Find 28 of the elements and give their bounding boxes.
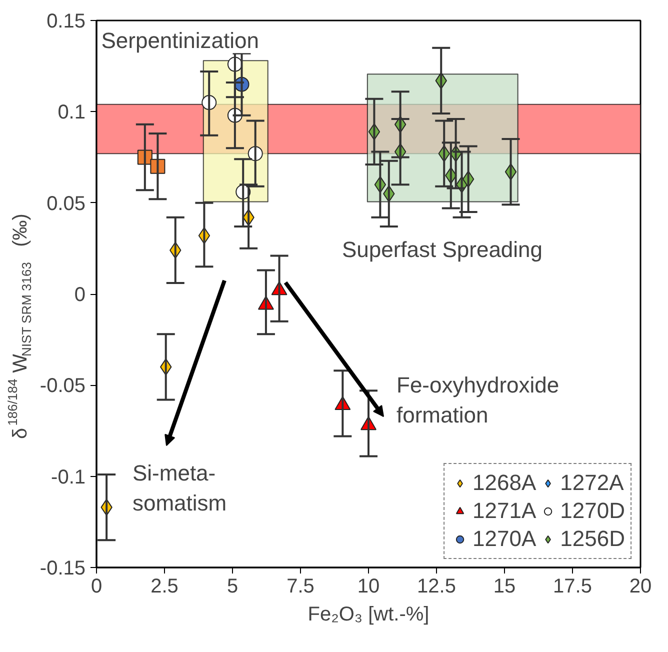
x-tick-label: 5 — [226, 576, 238, 598]
x-tick-label: 17.5 — [553, 576, 592, 598]
y-tick-label: -0.05 — [40, 375, 86, 398]
legend-label: 1271A — [472, 498, 536, 524]
legend-label: 1270D — [560, 498, 625, 524]
annotation: Superfast Spreading — [342, 237, 543, 262]
x-tick-label: 2.5 — [150, 576, 178, 598]
y-tick-label: 0.1 — [58, 102, 86, 124]
x-axis-title: Fe₂O₃ [wt.-%] — [308, 604, 430, 626]
x-tick-label: 7.5 — [286, 576, 314, 598]
y-axis-title: δ186/184WNIST SRM 3163 (‰) — [5, 214, 34, 439]
legend-label: 1270A — [472, 526, 536, 552]
x-tick-label: 20 — [629, 576, 652, 598]
x-tick-label: 15 — [493, 576, 516, 598]
y-tick-label: 0.05 — [46, 192, 86, 215]
y-tick-label: 0 — [74, 284, 86, 306]
y-tick-label: 0.15 — [46, 10, 86, 32]
x-tick-label: 0 — [90, 576, 102, 598]
annotation: Si-meta- somatism — [132, 460, 227, 516]
x-tick-label: 10 — [357, 576, 380, 598]
y-tick-label: -0.15 — [40, 558, 86, 580]
legend-label: 1272A — [560, 470, 624, 496]
legend-label: 1256D — [560, 526, 625, 552]
x-tick-label: 12.5 — [417, 576, 456, 598]
y-tick-label: -0.1 — [51, 466, 86, 488]
annotation: Serpentinization — [101, 28, 259, 54]
annotation: Fe-oxyhydroxide formation — [396, 372, 560, 428]
legend-label: 1268A — [472, 470, 536, 496]
